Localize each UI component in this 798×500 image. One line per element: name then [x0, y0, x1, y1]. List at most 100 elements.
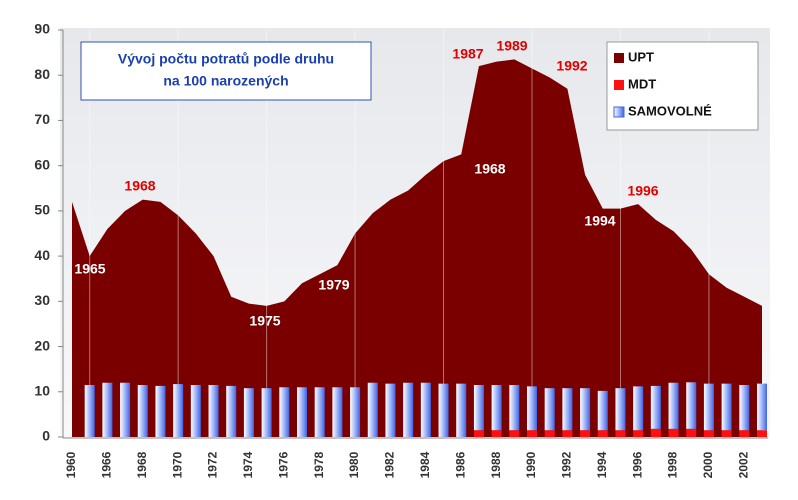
- bar: [491, 430, 502, 437]
- bar: [367, 382, 378, 437]
- annotation: 1968: [474, 161, 505, 177]
- bar: [155, 385, 166, 437]
- bar: [615, 430, 626, 437]
- bar: [261, 388, 272, 437]
- bar: [102, 382, 113, 437]
- bar: [633, 430, 644, 437]
- bar: [84, 384, 95, 437]
- bar: [473, 384, 484, 431]
- x-tick-label: 1968: [135, 451, 149, 478]
- annotation: 1996: [627, 183, 658, 199]
- bar: [686, 382, 697, 429]
- bar: [350, 387, 361, 437]
- bar: [403, 382, 414, 437]
- legend-marker: [614, 80, 624, 90]
- annotation: 1989: [496, 38, 527, 54]
- bar: [208, 384, 219, 437]
- bar: [757, 430, 767, 437]
- bar: [650, 428, 661, 437]
- bar: [739, 384, 750, 431]
- annotation: 1975: [249, 313, 280, 329]
- legend-label: SAMOVOLNÉ: [628, 103, 712, 118]
- chart-title: Vývoj počtu potratů podle druhu: [118, 51, 334, 67]
- title-box: [80, 41, 372, 101]
- x-tick-label: 1970: [170, 451, 184, 478]
- bar: [385, 383, 396, 437]
- x-tick-label: 1998: [666, 451, 680, 478]
- bar: [633, 386, 644, 431]
- chart-title: na 100 narozených: [163, 73, 288, 89]
- y-tick-label: 60: [34, 156, 50, 172]
- x-tick-label: 1982: [383, 451, 397, 478]
- legend: [606, 41, 759, 131]
- x-tick-label: 1994: [595, 451, 609, 478]
- bar: [580, 388, 591, 431]
- bar: [491, 384, 502, 431]
- x-tick-label: 1980: [347, 451, 361, 478]
- x-tick-label: 1960: [64, 451, 78, 478]
- bar: [226, 385, 237, 437]
- bar: [739, 430, 750, 437]
- bar: [314, 387, 325, 437]
- bar: [562, 388, 573, 431]
- bar: [686, 428, 697, 437]
- bar: [173, 384, 184, 437]
- annotation: 1965: [74, 261, 105, 277]
- y-tick-label: 90: [34, 21, 50, 37]
- bar: [615, 388, 626, 431]
- x-tick-label: 1966: [100, 451, 114, 478]
- annotation: 1979: [318, 277, 349, 293]
- y-tick-label: 40: [34, 247, 50, 263]
- x-tick-label: 1996: [630, 451, 644, 478]
- legend-label: UPT: [628, 49, 654, 64]
- annotation: 1987: [452, 46, 483, 62]
- x-tick-label: 1978: [312, 451, 326, 478]
- annotation: 1992: [556, 58, 587, 74]
- x-tick-label: 1990: [524, 451, 538, 478]
- y-tick-label: 30: [34, 292, 50, 308]
- bar: [456, 383, 467, 437]
- bar: [509, 430, 520, 437]
- bar: [650, 385, 661, 429]
- y-tick-label: 70: [34, 111, 50, 127]
- bar: [332, 387, 343, 437]
- legend-marker: [613, 106, 625, 118]
- bar: [190, 384, 201, 437]
- x-tick-label: 1972: [206, 451, 220, 478]
- bar: [703, 430, 714, 437]
- bar: [668, 382, 679, 429]
- bar: [597, 430, 608, 437]
- y-tick-label: 20: [34, 337, 50, 353]
- x-tick-label: 2002: [736, 451, 750, 478]
- bar: [438, 383, 449, 437]
- bar: [527, 430, 537, 437]
- x-tick-label: 1974: [241, 451, 255, 478]
- bar: [597, 390, 608, 431]
- bar: [668, 428, 679, 437]
- y-tick-label: 0: [42, 428, 50, 444]
- bar: [137, 384, 148, 437]
- bar: [580, 430, 591, 437]
- bar: [721, 383, 732, 431]
- bar: [509, 384, 520, 431]
- y-tick-label: 80: [34, 66, 50, 82]
- annotation: 1968: [124, 178, 155, 194]
- bar: [721, 430, 732, 437]
- legend-marker: [614, 53, 624, 63]
- x-tick-label: 1986: [453, 451, 467, 478]
- bar: [279, 387, 290, 437]
- x-tick-label: 1992: [560, 451, 574, 478]
- bar: [703, 383, 714, 431]
- y-tick-label: 50: [34, 202, 50, 218]
- annotation: 1994: [584, 213, 615, 229]
- bar: [243, 388, 254, 437]
- bar: [420, 382, 431, 437]
- area: [72, 59, 762, 438]
- bar: [544, 388, 555, 431]
- x-tick-label: 2000: [701, 451, 715, 478]
- legend-label: MDT: [628, 76, 656, 91]
- y-tick-label: 10: [34, 382, 50, 398]
- bar: [562, 430, 573, 437]
- bar: [297, 387, 307, 437]
- x-tick-label: 1976: [276, 451, 290, 478]
